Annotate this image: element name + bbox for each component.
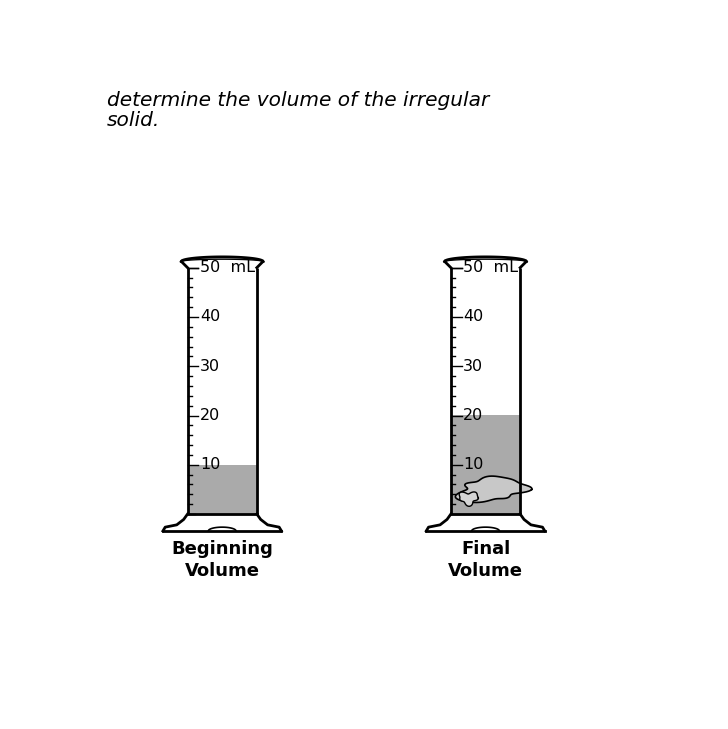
Polygon shape: [456, 476, 532, 502]
Text: solid.: solid.: [107, 112, 160, 130]
Text: 50  mL: 50 mL: [200, 260, 255, 275]
Text: 40: 40: [463, 309, 483, 324]
Text: 10: 10: [463, 457, 483, 472]
Text: 50  mL: 50 mL: [463, 260, 518, 275]
Text: 20: 20: [463, 408, 483, 423]
Text: Beginning
Volume: Beginning Volume: [171, 540, 273, 580]
Text: 20: 20: [200, 408, 220, 423]
Text: 30: 30: [463, 359, 483, 374]
Bar: [451, 416, 521, 514]
Polygon shape: [459, 492, 478, 507]
Text: 30: 30: [200, 359, 220, 374]
Text: determine the volume of the irregular: determine the volume of the irregular: [107, 90, 489, 109]
Text: Final
Volume: Final Volume: [448, 540, 523, 580]
Text: 40: 40: [200, 309, 220, 324]
Bar: [188, 465, 257, 514]
Text: 10: 10: [200, 457, 221, 472]
